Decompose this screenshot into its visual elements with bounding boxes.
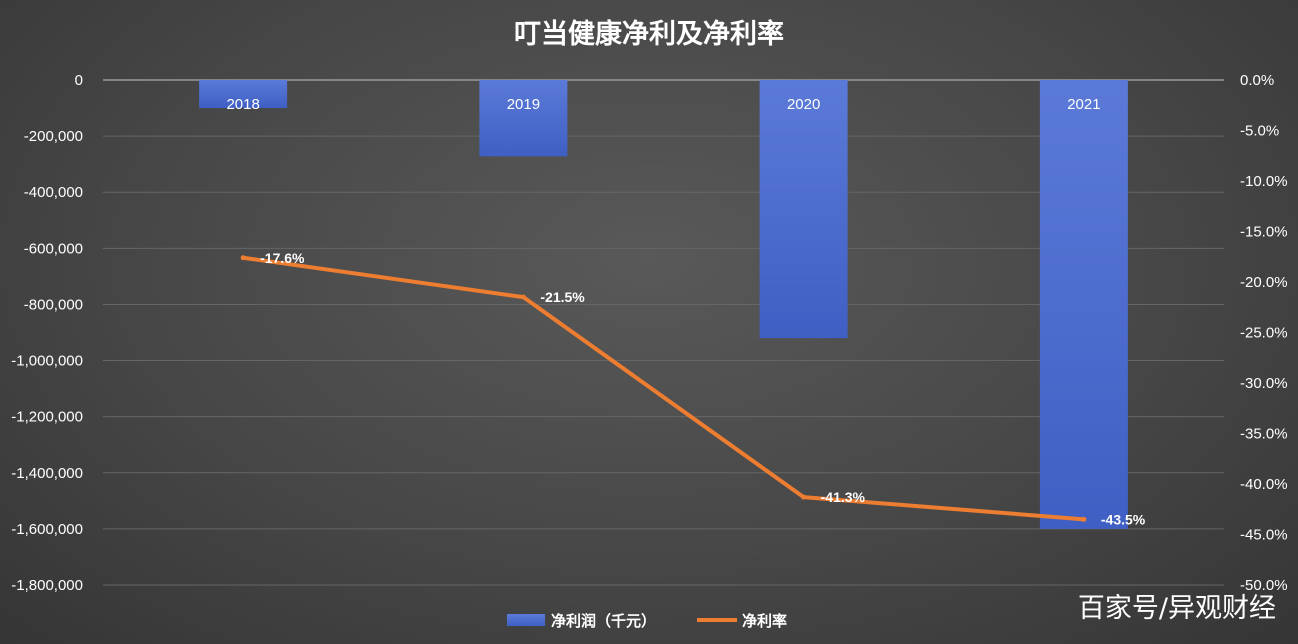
line-series: -17.6% -21.5% -41.3% -43.5%	[240, 250, 1146, 527]
right-tick-label: -10.0%	[1240, 173, 1288, 190]
left-tick-label: -400,000	[24, 184, 83, 201]
left-tick-label: -1,600,000	[11, 521, 83, 538]
right-tick-label: -25.0%	[1240, 325, 1288, 342]
right-tick-label: -40.0%	[1240, 476, 1288, 493]
right-tick-label: -35.0%	[1240, 426, 1288, 443]
legend: 净利润（千元） 净利率	[507, 612, 787, 630]
watermark: 百家号/异观财经	[1078, 593, 1276, 624]
left-tick-label: -1,000,000	[11, 353, 83, 370]
left-tick-label: -1,400,000	[11, 465, 83, 482]
bar-series: 2018 2019 2020 2021	[199, 80, 1128, 529]
right-axis-ticks: 0.0% -5.0% -10.0% -15.0% -20.0% -25.0% -30.0% -…	[1240, 72, 1288, 594]
net-margin-point	[801, 494, 807, 500]
left-tick-label: -1,800,000	[11, 577, 83, 594]
gridlines	[103, 79, 1224, 586]
category-label: 2021	[1067, 96, 1100, 113]
net-margin-line	[241, 255, 1086, 522]
bar-2018	[199, 80, 288, 109]
legend-label-net-margin: 净利率	[742, 612, 787, 630]
bar-2019	[479, 80, 568, 157]
net-margin-label: -41.3%	[821, 489, 866, 505]
left-tick-label: 0	[75, 72, 83, 89]
category-label: 2020	[787, 96, 820, 113]
net-margin-point	[240, 255, 246, 261]
left-tick-label: -600,000	[24, 240, 83, 257]
category-label: 2019	[507, 96, 540, 113]
net-margin-label: -43.5%	[1101, 511, 1146, 527]
right-tick-label: -20.0%	[1240, 274, 1288, 291]
right-tick-label: -15.0%	[1240, 224, 1288, 241]
left-tick-label: -200,000	[24, 128, 83, 145]
left-tick-label: -800,000	[24, 296, 83, 313]
left-tick-label: -1,200,000	[11, 409, 83, 426]
right-tick-label: 0.0%	[1240, 72, 1274, 89]
right-tick-label: -30.0%	[1240, 375, 1288, 392]
right-tick-label: -45.0%	[1240, 527, 1288, 544]
bar-2020	[759, 80, 848, 339]
legend-label-net-profit: 净利润（千元）	[551, 612, 656, 630]
bar-2021	[1039, 80, 1128, 529]
legend-swatch-net-profit	[507, 614, 545, 626]
net-margin-point	[1081, 516, 1087, 522]
net-margin-label: -17.6%	[260, 250, 305, 266]
chart-title: 叮当健康净利及净利率	[514, 18, 784, 50]
net-margin-label: -21.5%	[540, 289, 585, 305]
net-margin-point	[520, 294, 526, 300]
right-tick-label: -50.0%	[1240, 577, 1288, 594]
right-tick-label: -5.0%	[1240, 123, 1279, 140]
category-label: 2018	[226, 96, 259, 113]
left-axis-ticks: 0 -200,000 -400,000 -600,000 -800,000 -1,000,…	[11, 72, 83, 594]
